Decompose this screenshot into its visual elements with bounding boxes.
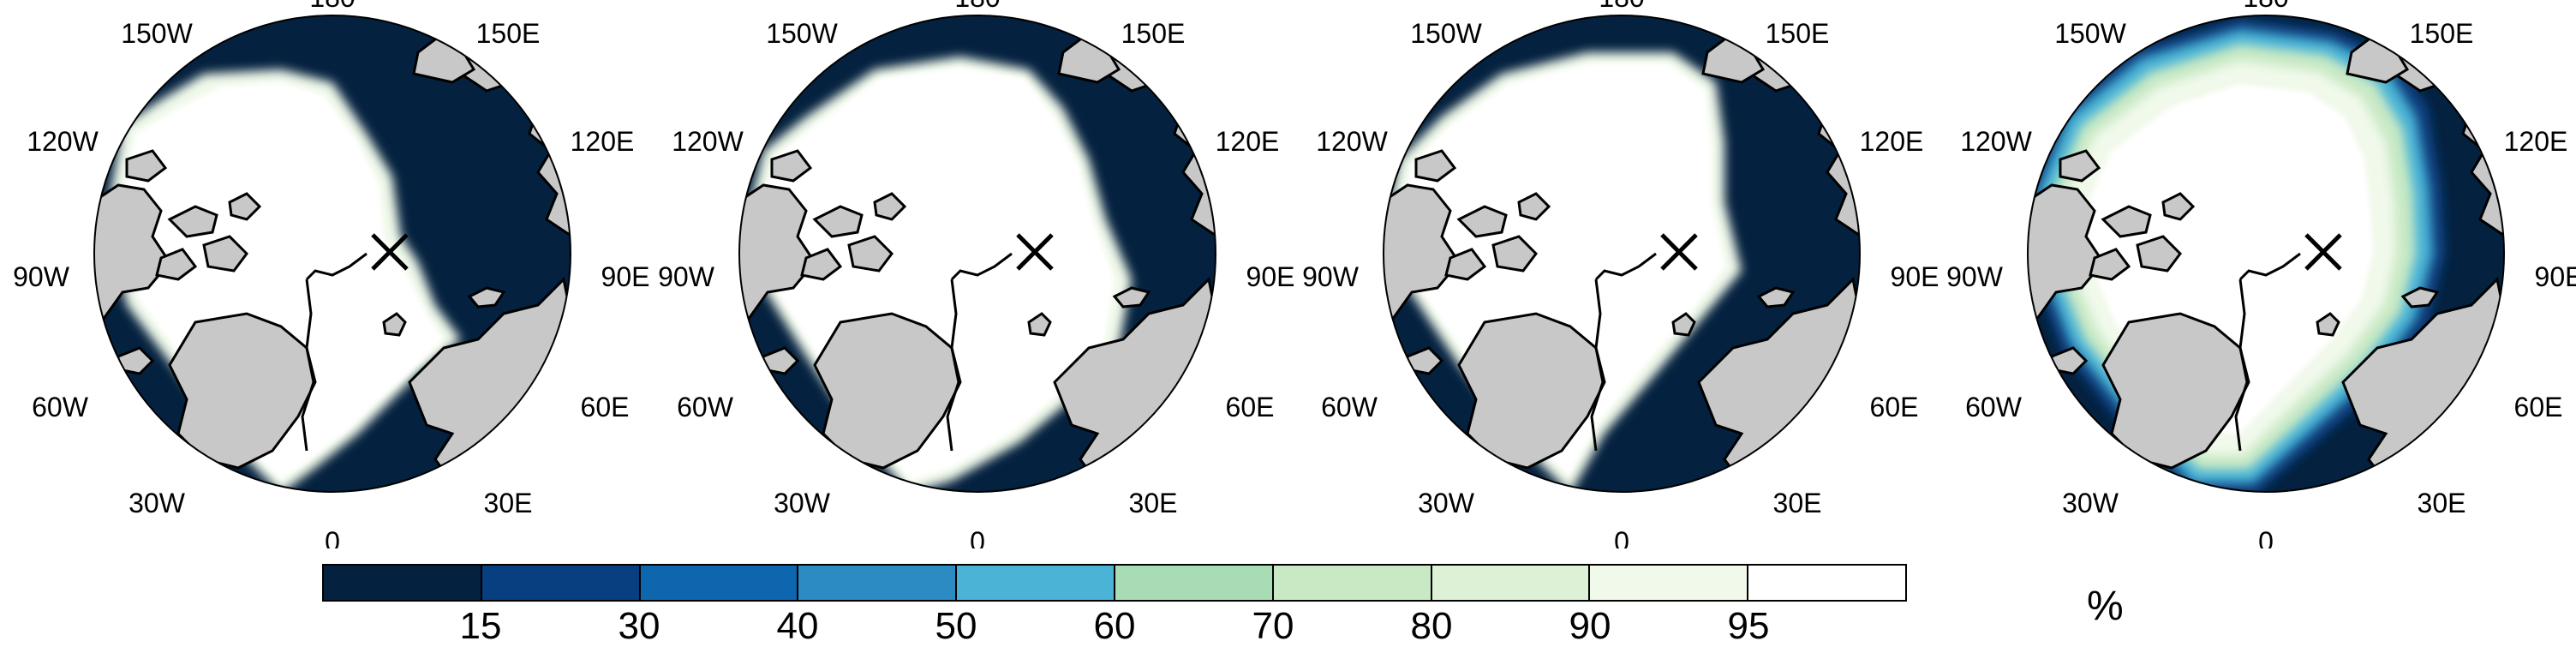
longitude-label: 120E (2504, 126, 2568, 157)
north-pole-marker (371, 233, 409, 271)
longitude-label: 180 (309, 0, 355, 13)
longitude-label: 30E (484, 488, 533, 518)
longitude-label: 30W (2062, 488, 2119, 518)
colorbar-tick-label: 70 (1252, 605, 1294, 647)
longitude-label: 180 (954, 0, 1000, 13)
longitude-label: 90E (1246, 261, 1295, 292)
longitude-label: 150E (476, 18, 541, 49)
longitude-label: 90E (2535, 261, 2576, 292)
longitude-label: 120E (571, 126, 635, 157)
longitude-label: 90W (1946, 261, 2004, 292)
longitude-label: 60E (1226, 392, 1275, 422)
polar-map-1: 180 150W 150E 120W 120E 90W 90E 60W 60E 30W 30E 0 (13, 0, 649, 548)
longitude-label: 30W (1418, 488, 1475, 518)
longitude-label: 90E (1891, 261, 1939, 292)
map-boundary (2027, 15, 2505, 493)
colorbar (322, 564, 1907, 602)
colorbar-tick-label: 40 (776, 605, 819, 647)
colorbar-segment (1273, 566, 1432, 600)
colorbar-tick-label: 80 (1410, 605, 1453, 647)
longitude-label: 0 (2258, 526, 2274, 548)
longitude-label: 90W (13, 261, 70, 292)
colorbar-segment (324, 566, 482, 600)
longitude-label: 150W (1410, 18, 1482, 49)
colorbar-segment (1748, 566, 1905, 600)
longitude-label: 60W (1321, 392, 1378, 422)
longitude-label: 0 (1614, 526, 1629, 548)
colorbar-segment (481, 566, 641, 600)
longitude-label: 180 (2243, 0, 2288, 13)
colorbar-tick-label: 60 (1093, 605, 1136, 647)
map-boundary (738, 15, 1216, 493)
north-pole-marker (1016, 233, 1054, 271)
longitude-label: 30W (774, 488, 831, 518)
colorbar-segment (1115, 566, 1274, 600)
colorbar-segment (1431, 566, 1591, 600)
longitude-label: 60W (32, 392, 89, 422)
colorbar-tick-label: 30 (618, 605, 660, 647)
longitude-label: 150E (2410, 18, 2474, 49)
map-boundary (93, 15, 571, 493)
longitude-label: 60W (677, 392, 734, 422)
longitude-label: 0 (325, 526, 340, 548)
longitude-label: 120W (1316, 126, 1388, 157)
polar-map-2: 180 150W 150E 120W 120E 90W 90E 60W 60E 30W 30E 0 (658, 0, 1294, 548)
longitude-label: 60E (2514, 392, 2563, 422)
colorbar-unit: % (2087, 584, 2124, 629)
colorbar-segment (957, 566, 1115, 600)
longitude-label: 30E (1773, 488, 1822, 518)
colorbar-tick-label: 95 (1727, 605, 1770, 647)
longitude-label: 150W (121, 18, 193, 49)
longitude-label: 60E (581, 392, 630, 422)
longitude-label: 30E (2418, 488, 2466, 518)
longitude-label: 120E (1216, 126, 1280, 157)
colorbar-tick-label: 15 (459, 605, 502, 647)
longitude-label: 120W (1960, 126, 2032, 157)
colorbar-segment (1590, 566, 1749, 600)
north-pole-marker (2304, 233, 2342, 271)
longitude-label: 30W (129, 488, 186, 518)
longitude-label: 90W (658, 261, 715, 292)
longitude-label: 120E (1860, 126, 1924, 157)
longitude-label: 180 (1599, 0, 1644, 13)
longitude-label: 120W (27, 126, 99, 157)
map-boundary (1383, 15, 1861, 493)
longitude-label: 150W (766, 18, 838, 49)
longitude-label: 120W (672, 126, 744, 157)
colorbar-tick-label: 50 (935, 605, 977, 647)
longitude-label: 150W (2054, 18, 2126, 49)
longitude-label: 60W (1965, 392, 2023, 422)
colorbar-tick-label: 90 (1569, 605, 1611, 647)
longitude-label: 150E (1766, 18, 1830, 49)
longitude-label: 30E (1129, 488, 1178, 518)
polar-map-3: 180 150W 150E 120W 120E 90W 90E 60W 60E 30W 30E 0 (1302, 0, 1939, 548)
longitude-label: 90E (601, 261, 650, 292)
sea-ice-concentration-maps: 180150W150E120W120E90W90E60W60E30W30E018… (13, 0, 2576, 548)
north-pole-marker (1660, 233, 1698, 271)
longitude-label: 0 (970, 526, 985, 548)
longitude-label: 150E (1121, 18, 1186, 49)
longitude-label: 90W (1302, 261, 1360, 292)
colorbar-segment (798, 566, 958, 600)
longitude-label: 60E (1870, 392, 1919, 422)
polar-map-4: 180 150W 150E 120W 120E 90W 90E 60W 60E 30W 30E 0 (1946, 0, 2576, 548)
colorbar-segment (640, 566, 799, 600)
